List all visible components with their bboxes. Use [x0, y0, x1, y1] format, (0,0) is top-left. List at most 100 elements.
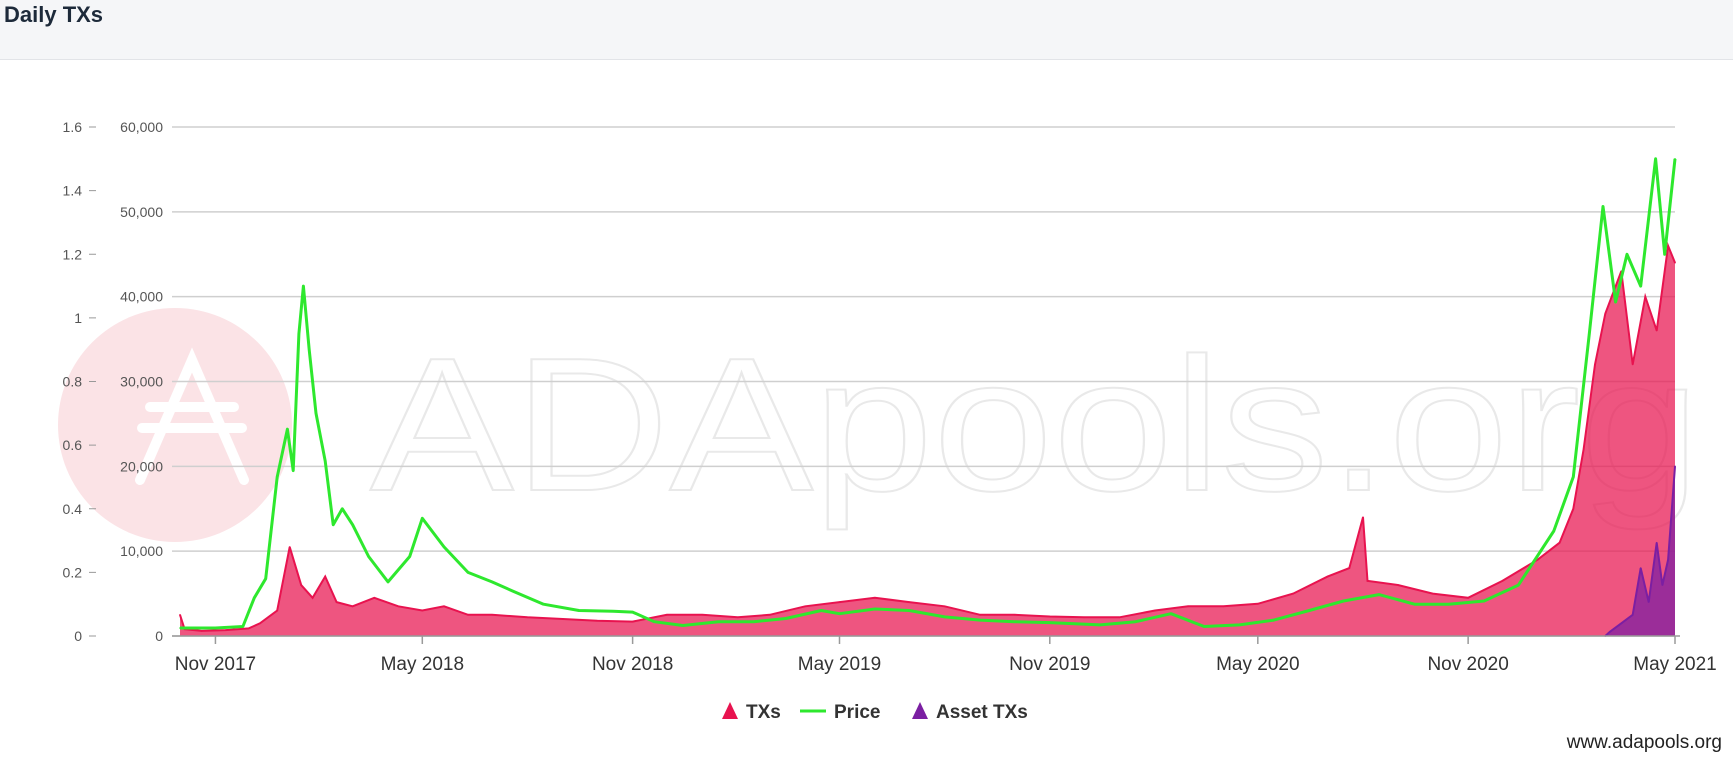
data-point-price — [1170, 612, 1172, 615]
data-point-txs — [838, 601, 841, 603]
data-point-price — [1654, 158, 1657, 160]
data-point-asset-txs — [1667, 558, 1669, 561]
x-tick-label: May 2021 — [1633, 654, 1716, 675]
chart-header: Daily TXs — [0, 0, 1733, 60]
legend-label-price: Price — [834, 702, 880, 723]
data-point-price — [179, 627, 181, 629]
data-point-price — [785, 617, 787, 620]
data-point-price — [1572, 476, 1575, 478]
data-point-txs — [1118, 616, 1121, 619]
legend-item-asset-txs[interactable]: Asset TXs — [912, 702, 1028, 723]
data-point-price — [1483, 600, 1485, 602]
data-point-txs — [1501, 580, 1504, 582]
data-point-asset-txs — [1655, 541, 1658, 544]
data-point-txs — [276, 609, 279, 612]
data-point-asset-txs — [1631, 614, 1634, 616]
data-point-txs — [373, 597, 376, 599]
data-point-price — [443, 546, 445, 548]
x-tick-label: May 2020 — [1216, 654, 1299, 675]
y-left-tick-label: 40,000 — [120, 289, 163, 305]
data-point-price — [682, 624, 684, 627]
y-price-tick-label: 1.4 — [63, 183, 83, 199]
data-point-txs — [562, 618, 564, 620]
data-point-price — [1099, 624, 1101, 626]
watermark-text: ADApools.org — [370, 319, 1700, 531]
data-point-price — [1626, 253, 1628, 256]
data-point-txs — [259, 622, 261, 625]
data-point-asset-txs — [1609, 631, 1611, 633]
data-point-price — [908, 609, 910, 612]
data-point-price — [1134, 620, 1137, 623]
data-point-price — [1013, 620, 1016, 623]
data-point-price — [421, 517, 424, 520]
data-point-price — [1203, 625, 1205, 628]
y-left-tick-label: 20,000 — [120, 458, 163, 474]
x-axis: Nov 2017 May 2018 Nov 2018 May 2019 Nov 2019… — [172, 635, 1717, 675]
data-point-price — [1588, 333, 1591, 335]
data-point-txs — [443, 605, 445, 608]
data-point-price — [874, 608, 876, 610]
data-point-txs — [874, 597, 876, 599]
data-point-txs — [1013, 614, 1016, 616]
data-point-price — [943, 616, 946, 618]
legend-item-txs[interactable]: TXs — [722, 702, 781, 723]
data-point-txs — [1257, 603, 1259, 605]
data-point-price — [1238, 624, 1241, 626]
ada-symbol-icon — [135, 347, 249, 485]
data-point-txs — [1537, 558, 1539, 561]
data-point-txs — [300, 584, 303, 586]
data-point-price — [367, 555, 370, 558]
data-point-price — [1663, 253, 1666, 256]
data-point-txs — [804, 605, 806, 608]
legend-label-txs: TXs — [746, 702, 781, 723]
series-asset-txs-area — [1605, 466, 1675, 636]
data-point-txs — [1362, 516, 1364, 518]
legend[interactable]: TXs Price Asset TXs — [722, 702, 1028, 723]
data-point-price — [512, 590, 515, 593]
data-point-txs — [1366, 580, 1369, 582]
data-point-price — [542, 603, 545, 605]
data-point-price — [1553, 530, 1555, 532]
data-point-asset-txs — [1647, 601, 1650, 603]
data-point-txs — [701, 614, 704, 616]
footer-url: www.adapools.org — [1566, 732, 1722, 753]
data-point-price — [612, 610, 614, 612]
y-price-tick-label: 0.2 — [63, 564, 83, 580]
legend-marker-txs — [722, 702, 738, 719]
data-point-txs — [1049, 615, 1051, 618]
data-point-price — [717, 620, 720, 623]
data-point-price — [1447, 603, 1450, 605]
data-point-price — [1378, 593, 1380, 596]
x-tick-label: Nov 2017 — [175, 654, 256, 675]
data-point-price — [264, 577, 267, 580]
data-point-price — [302, 285, 305, 287]
legend-item-price[interactable]: Price — [800, 702, 880, 723]
data-point-price — [341, 508, 344, 510]
y-price-tick-label: 0 — [74, 628, 82, 644]
data-point-txs — [311, 597, 314, 599]
data-point-price — [753, 620, 755, 623]
data-point-asset-txs — [1639, 567, 1642, 569]
data-point-price — [253, 597, 256, 599]
data-point-price — [1517, 584, 1520, 586]
data-point-price — [351, 523, 354, 526]
watermark: ADApools.org — [58, 308, 1701, 542]
y-left-tick-label: 60,000 — [120, 119, 163, 135]
data-point-txs — [224, 629, 227, 631]
data-point-price — [286, 428, 289, 431]
data-point-txs — [288, 546, 291, 548]
data-point-txs — [666, 614, 668, 616]
data-point-price — [1674, 158, 1676, 160]
data-point-txs — [491, 614, 493, 616]
data-point-price — [315, 412, 317, 415]
x-tick-label: Nov 2019 — [1009, 654, 1090, 675]
data-point-price — [653, 620, 656, 623]
data-point-txs — [908, 601, 910, 603]
data-point-price — [979, 619, 981, 621]
data-point-price — [578, 609, 580, 612]
y-left-tick-label: 10,000 — [120, 543, 163, 559]
data-point-txs — [1292, 592, 1294, 595]
data-point-price — [1273, 619, 1275, 621]
data-point-price — [332, 523, 335, 526]
series-layer — [179, 157, 1677, 637]
